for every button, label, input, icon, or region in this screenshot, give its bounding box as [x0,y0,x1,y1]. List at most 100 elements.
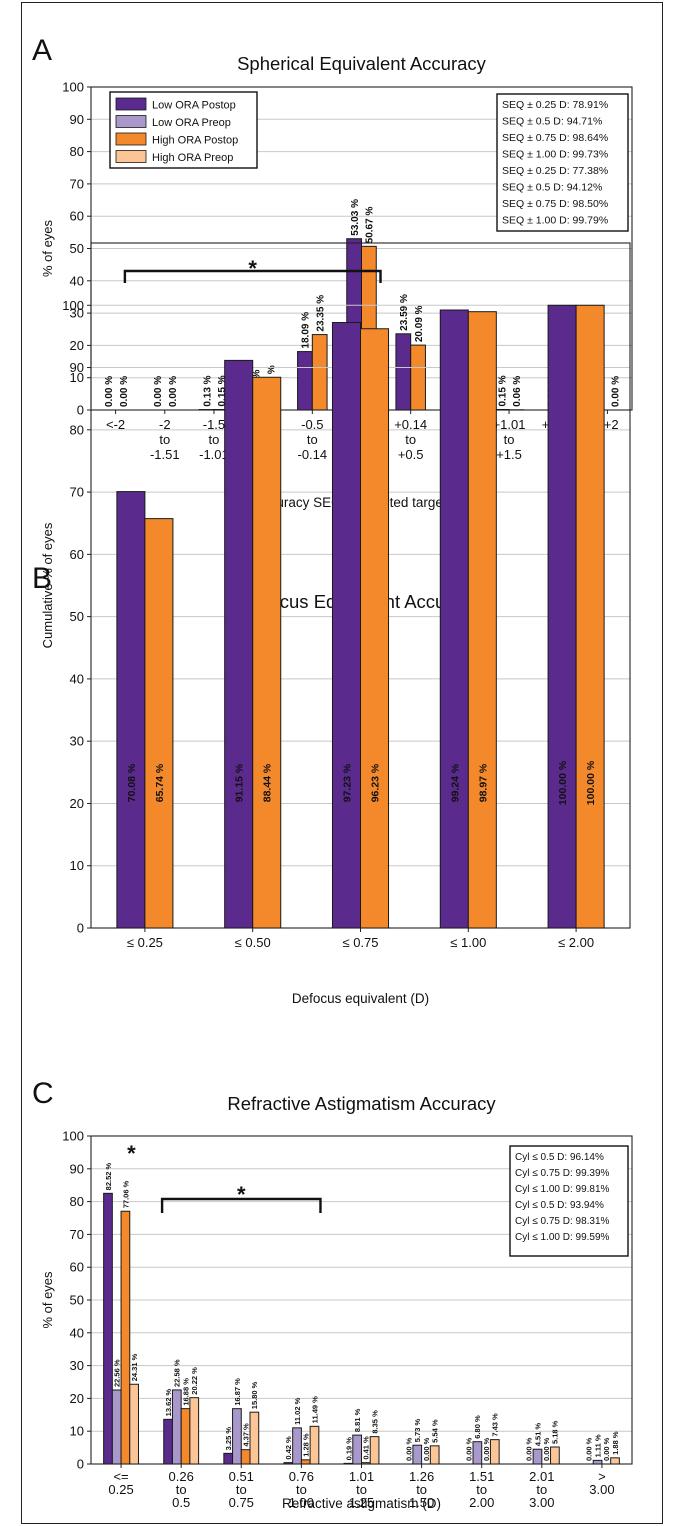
bar [292,1427,302,1465]
x-tick-label: to [159,432,170,447]
data-label: 0.00 % [119,376,130,407]
data-label: 0.00 % [153,376,164,407]
data-label: 0.00 % [422,1437,431,1461]
data-label: 53.03 % [350,199,361,236]
y-tick-label: 90 [70,112,84,127]
x-tick-label: to [476,1482,487,1497]
data-label: 0.00 % [482,1437,491,1461]
bar [224,359,254,929]
y-tick-labels: 0 10 20 30 40 50 60 70 80 90 100 [62,1129,84,1472]
data-label: 3.25 % [224,1427,233,1451]
x-tick-label: 0.75 [229,1495,254,1510]
data-labels: 70.08 % 65.74 % 91.15 % 88.44 % 97.23 % 96.23… [126,760,597,805]
y-tick-label: 70 [70,1227,84,1242]
bar [592,1459,603,1465]
y-tick-label: 50 [70,241,84,256]
legend-label: High ORA Postop [152,135,238,147]
x-tick-label: 0.51 [229,1469,254,1484]
x-tick-label: to [209,432,220,447]
bar [352,1434,362,1465]
data-label: 50.67 % [365,207,376,244]
data-label: 82.52 % [104,1162,113,1190]
bar [232,1408,242,1465]
y-tick-label: 90 [70,1161,84,1176]
x-tick-label: to [236,1482,247,1497]
significance-star: * [127,1141,136,1166]
x-tick-label: to [405,432,416,447]
stats-line: Cyl ≤ 0.75 D: 98.31% [515,1216,610,1227]
data-label: 0.00 % [104,376,115,407]
chart-title: Spherical Equivalent Accuracy [237,53,487,74]
bar [300,1459,311,1465]
x-tick-label: to [416,1482,427,1497]
bar [311,334,328,411]
y-tick-label: 40 [70,671,84,686]
data-label: 100.00 % [557,760,569,805]
stats-line: Cyl ≤ 0.5 D: 93.94% [515,1200,604,1211]
y-tick-label: 70 [70,485,84,500]
legend-swatch [115,150,147,163]
x-tick-label: -1.01 [199,447,229,462]
y-tick-label: 80 [70,422,84,437]
data-label: 23.59 % [399,294,410,331]
bar [163,1418,173,1465]
bar [283,1462,294,1465]
data-label: 13.62 % [164,1388,173,1416]
y-tick-label: 40 [70,273,84,288]
data-label: 96.23 % [370,763,382,802]
stats-box-border [509,1145,629,1257]
y-tick-label: 80 [70,1194,84,1209]
x-tick-label: to [536,1482,547,1497]
x-tick-label: ≤ 0.75 [342,935,378,950]
stats-line: SEQ ± 0.25 D: 77.38% [502,165,608,177]
legend-label: Low ORA Preop [152,117,231,129]
x-tick-label: ≤ 1.00 [450,935,486,950]
y-tick-label: 30 [70,306,84,321]
bar [171,1389,182,1465]
panel-letter: C [32,1077,54,1110]
data-label: 8.35 % [370,1410,379,1434]
significance-bracket [160,1197,322,1213]
x-tick-label: to [504,432,515,447]
x-tick-label: to [307,432,318,447]
stats-box: SEQ ± 0.25 D: 78.91% SEQ ± 0.5 D: 94.71% S… [496,93,629,232]
y-tick-label: 90 [70,360,84,375]
significance-star: * [237,1182,246,1207]
data-label: 0.00 % [525,1437,534,1461]
x-tick-label: 2.00 [469,1495,494,1510]
bar [395,333,412,411]
data-label: 0.42 % [284,1436,293,1460]
data-label: 0.00 % [611,376,622,407]
x-tick-label: to [296,1482,307,1497]
data-label: 100.00 % [585,760,597,805]
data-label: 5.54 % [431,1419,440,1443]
panel-c: C Refractive Astigmatism Accuracy 0 10 20 30 4… [32,1077,633,1511]
y-tick-label: 20 [70,1391,84,1406]
bar [610,1457,620,1465]
bar [116,491,146,929]
y-tick-label: 60 [70,209,84,224]
data-label: 0.41 % [362,1436,371,1460]
panel-b: BDefocus Equivalent Accuracy010203040506… [32,242,631,1006]
data-label: 23.35 % [315,295,326,332]
panel-letter: B [32,562,52,595]
legend-swatch [115,97,147,111]
data-label: 24.31 % [130,1353,139,1381]
stats-line: Cyl ≤ 0.75 D: 99.39% [515,1168,610,1179]
bars [103,1192,620,1465]
data-label: 4.37 % [241,1423,250,1447]
data-label: 0.00 % [168,376,179,407]
x-tick-label: <= [113,1469,128,1484]
bar [489,1439,500,1465]
data-label: 0.00 % [542,1437,551,1461]
y-axis-label: % of eyes [40,219,55,277]
x-tick-label: 2.01 [529,1469,554,1484]
bar [297,351,313,411]
y-tick-label: 60 [70,547,84,562]
x-axis-label: Refractive astigmatism (D) [282,1496,441,1511]
data-label: 70.08 % [126,763,138,802]
x-tick-label: -2 [159,417,171,432]
x-tick-label: 1.50 [409,1495,434,1510]
y-tick-label: 50 [70,1293,84,1308]
x-tick-label: 1.25 [349,1495,374,1510]
